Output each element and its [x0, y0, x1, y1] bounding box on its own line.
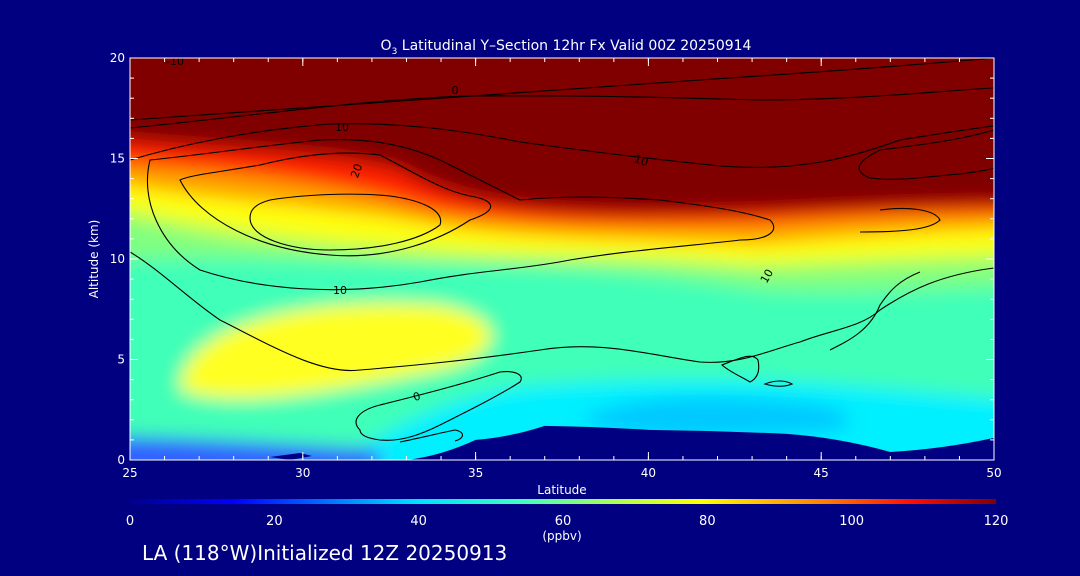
y-axis-label: Altitude (km)	[87, 220, 101, 299]
y-tick-label: 5	[117, 353, 125, 367]
x-tick-label: 25	[122, 466, 137, 480]
contour-tiny-loop	[763, 380, 794, 387]
colorbar	[130, 499, 996, 504]
contour-label: 10	[333, 284, 347, 297]
field-layers	[130, 58, 994, 460]
contour-upper-right	[858, 129, 994, 180]
contour-right-step	[829, 271, 921, 351]
contour-label: 10	[335, 121, 349, 134]
colorbar-ticks: 0 20 40 60 80 100 120	[126, 514, 1009, 529]
colorbar-tick-label: 60	[555, 514, 572, 529]
y-tick-label: 10	[110, 252, 125, 266]
colorbar-tick-label: 80	[699, 514, 716, 529]
contour-label: 20	[348, 162, 365, 180]
y-tick-label: 20	[110, 51, 125, 65]
mid-max-yellow	[180, 302, 492, 399]
low-blue-patch	[580, 397, 850, 437]
colorbar-tick-label: 120	[984, 514, 1009, 529]
contour-label: -10	[166, 55, 184, 68]
colorbar-tick-label: 100	[839, 514, 864, 529]
contour-0-lower	[355, 371, 522, 441]
contour-label: 0	[452, 84, 459, 97]
surface-blue	[130, 436, 380, 460]
x-tick-label: 40	[641, 466, 656, 480]
contour-10-main	[146, 138, 775, 291]
x-tick-label: 35	[468, 466, 483, 480]
contour-30	[249, 193, 442, 251]
contour-10-mid	[130, 251, 994, 372]
chart-title: O3 Latitudinal Y–Section 12hr Fx Valid 0…	[381, 38, 752, 57]
terrain-bump	[270, 453, 312, 460]
colorbar-unit-label: (ppbv)	[542, 529, 581, 543]
contour-label: 10	[632, 152, 650, 169]
contour-label: 10	[758, 267, 776, 286]
contour-lines: -10 0 10 20 10 10 10 0	[130, 55, 994, 443]
band-dark-red	[130, 58, 994, 214]
x-tick-label: 45	[814, 466, 829, 480]
contour-0	[130, 87, 994, 129]
contour-10-upper	[130, 123, 994, 168]
colorbar-tick-label: 40	[410, 514, 427, 529]
contour-label: 0	[411, 389, 422, 404]
y-tick-label: 15	[110, 152, 125, 166]
contour-minus10	[130, 58, 994, 121]
footer-caption: LA (118°W)Initialized 12Z 20250913	[142, 541, 508, 565]
colorbar-tick-label: 20	[266, 514, 283, 529]
contour-20	[179, 152, 492, 257]
colorbar-tick-label: 0	[126, 514, 134, 529]
contour-lower-lobe	[399, 429, 464, 443]
terrain	[406, 425, 994, 460]
x-axis-label: Latitude	[537, 483, 586, 497]
axes: 25 30 35 40 45 50 0 5 10 15 20	[110, 51, 1002, 480]
x-tick-label: 30	[295, 466, 310, 480]
y-tick-label: 0	[117, 453, 125, 467]
contour-right-bulge	[859, 207, 941, 233]
ozone-field	[130, 58, 994, 460]
contour-small-loop	[720, 355, 760, 383]
x-tick-label: 50	[986, 466, 1001, 480]
